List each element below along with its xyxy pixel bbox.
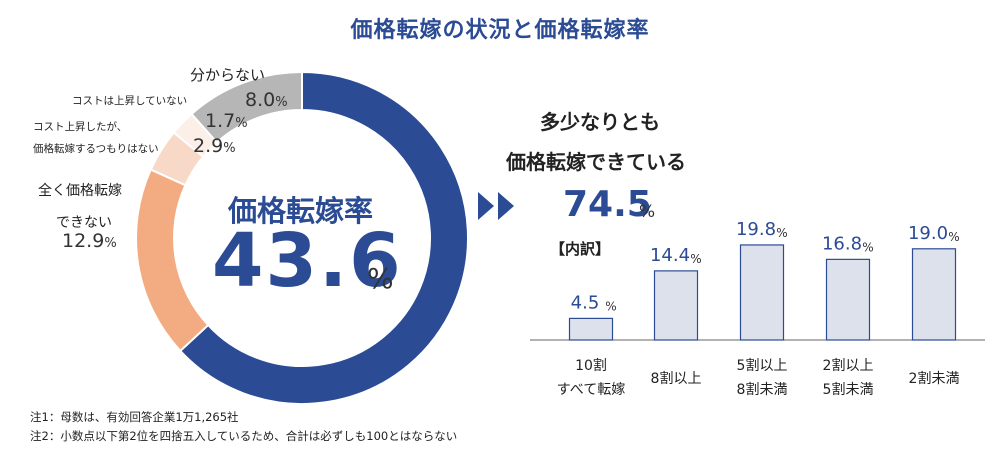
bar-value-label-3: 16.8 [822, 233, 862, 254]
category-label-0-0: 10割 [575, 357, 607, 374]
right-total-unit: % [639, 202, 656, 222]
category-label-2-1: 8割未満 [737, 381, 788, 398]
bar-unit-label-4: % [948, 230, 959, 244]
category-label-1-0: 8割以上 [651, 370, 702, 387]
note-2: 注2：小数点以下第2位を四捨五入しているため、合計は必ずしも100とはならない [30, 429, 458, 443]
bar-unit-label-1: % [690, 252, 701, 266]
value-unable-unit: % [104, 236, 117, 251]
bar-1 [653, 270, 699, 341]
value-unknown-unit: % [275, 95, 288, 110]
label-unable: 全く価格転嫁 できない [38, 175, 122, 239]
category-label-0-1: すべて転嫁 [557, 382, 625, 398]
value-no-cost-rise: 1.7% [205, 110, 248, 132]
label-unable-line2: できない [56, 215, 112, 231]
category-label-4-0: 2割未満 [909, 370, 960, 387]
bar-value-label-4: 19.0 [908, 223, 948, 244]
bar-0 [568, 317, 614, 341]
value-no-cost-rise-number: 1.7 [205, 110, 236, 132]
label-unknown-text: 分からない [190, 66, 266, 84]
value-unable: 12.9% [62, 230, 117, 252]
arrow-icon [478, 192, 494, 220]
note-1: 注1：母数は、有効回答企業1万1,265社 [30, 410, 239, 424]
label-unknown: 分からない [190, 64, 265, 85]
value-no-intent-unit: % [223, 141, 236, 156]
label-no-cost-rise-text: コストは上昇していない [72, 95, 188, 107]
label-no-cost-rise: コストは上昇していない [72, 93, 187, 108]
center-value: 43.6 [212, 218, 403, 304]
category-label-2-0: 5割以上 [737, 357, 788, 374]
arrow-icon [498, 192, 514, 220]
bar-unit-label-0: % [605, 299, 616, 313]
bar-2 [739, 244, 785, 341]
bar-unit-label-2: % [776, 226, 787, 240]
right-heading-line2: 価格転嫁できている [506, 150, 686, 174]
bar-value-label-1: 14.4 [650, 245, 690, 266]
value-no-cost-rise-unit: % [235, 116, 248, 131]
donut-slice-0 [178, 70, 469, 405]
bar-value-label-0: 4.5 [571, 292, 600, 313]
value-no-intent: 2.9% [193, 135, 236, 157]
bar-3 [825, 258, 871, 341]
category-label-3-0: 2割以上 [823, 357, 874, 374]
label-no-intent-line2: 価格転嫁するつもりはない [33, 143, 159, 155]
bar-unit-label-3: % [862, 240, 873, 254]
right-heading-line1: 多少なりとも [540, 110, 660, 134]
value-unknown-number: 8.0 [245, 89, 276, 111]
value-unknown: 8.0% [245, 89, 288, 111]
chart-title: 価格転嫁の状況と価格転嫁率 [350, 18, 650, 43]
category-label-3-1: 5割未満 [823, 381, 874, 398]
bar-value-label-2: 19.8 [736, 219, 776, 240]
label-no-intent: コスト上昇したが、 価格転嫁するつもりはない [33, 116, 159, 160]
donut-slice-4 [190, 70, 303, 144]
label-no-intent-line1: コスト上昇したが、 [33, 121, 128, 133]
right-total-value: 74.5 [563, 184, 652, 225]
breakdown-label: 【内訳】 [550, 240, 611, 258]
label-unable-line1: 全く価格転嫁 [38, 183, 122, 199]
value-no-intent-number: 2.9 [193, 135, 224, 157]
value-unable-number: 12.9 [62, 230, 105, 252]
bar-4 [911, 248, 957, 341]
center-label: 価格転嫁率 [228, 194, 374, 228]
center-unit: % [367, 262, 394, 295]
